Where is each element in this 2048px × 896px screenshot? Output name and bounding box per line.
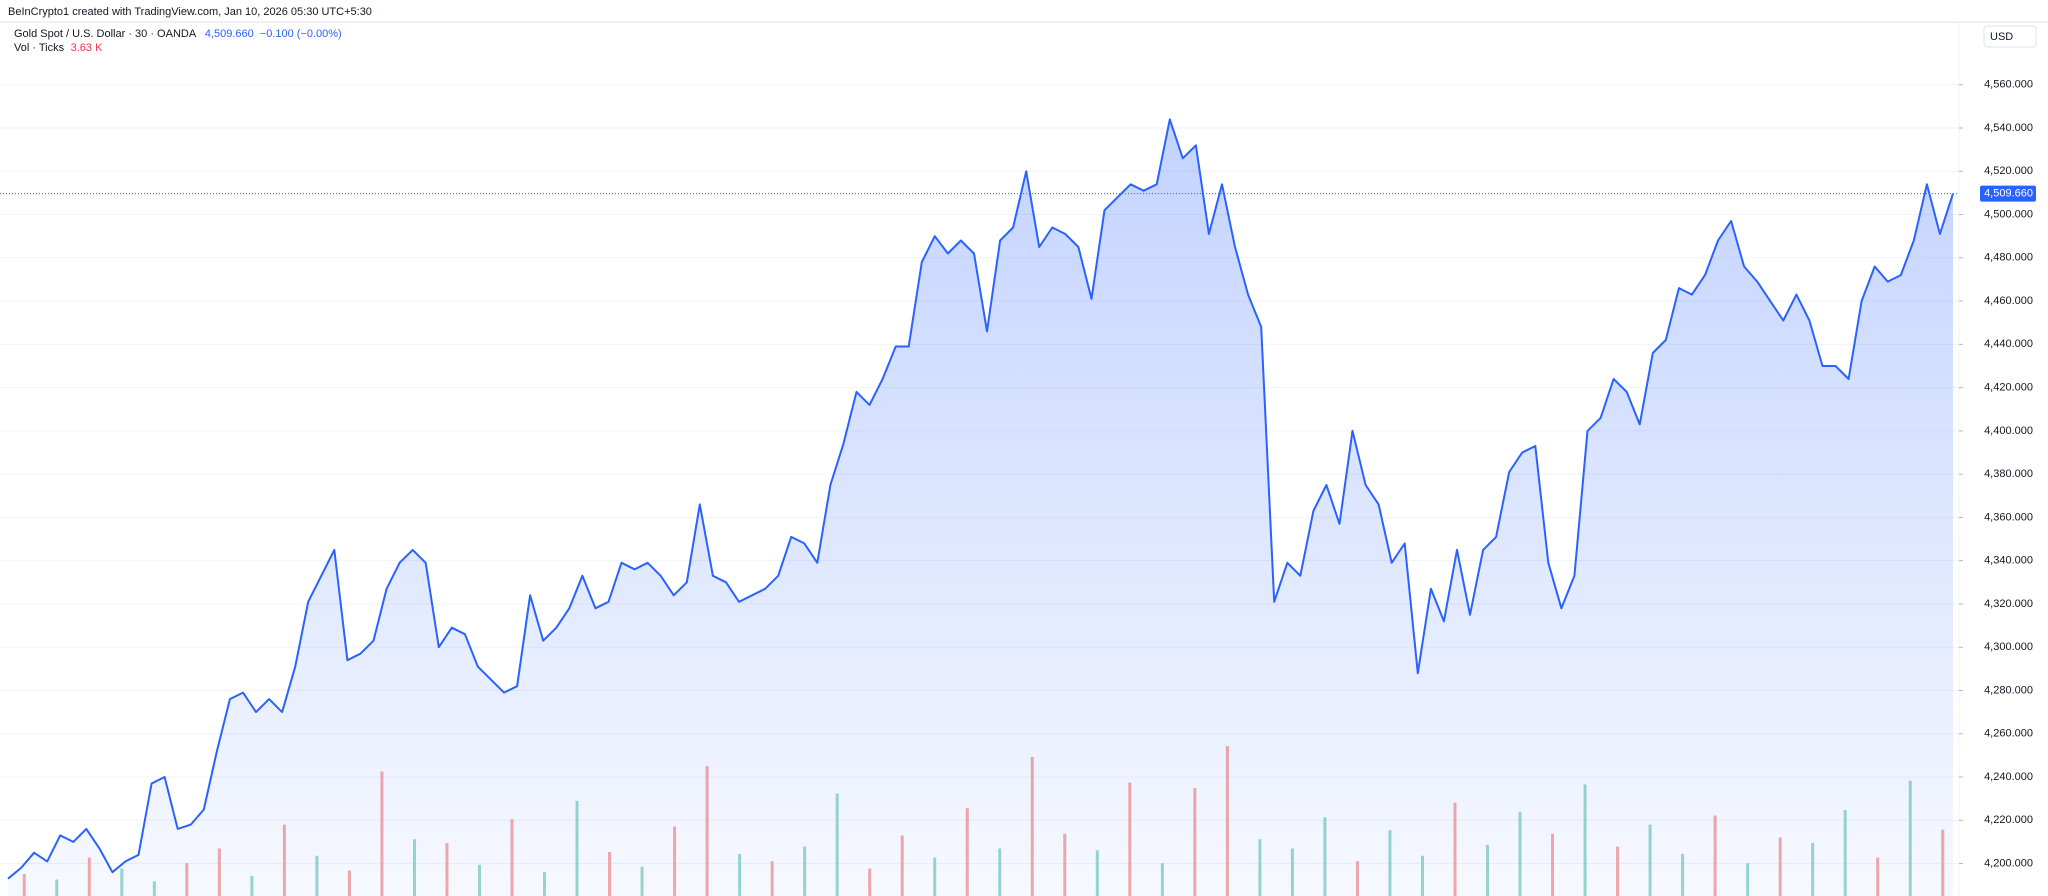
- last-price-label: 4,509.660: [1984, 188, 2033, 200]
- quote-change: −0.100 (−0.00%): [260, 28, 342, 40]
- currency[interactable]: USD: [1990, 31, 2013, 43]
- y-tick-label: 4,240.000: [1984, 771, 2033, 783]
- price-line: [7, 118, 1954, 880]
- y-tick-label: 4,300.000: [1984, 641, 2033, 653]
- y-tick-label: 4,540.000: [1984, 122, 2033, 134]
- y-tick-label: 4,400.000: [1984, 425, 2033, 437]
- y-tick-label: 4,380.000: [1984, 468, 2033, 480]
- y-tick-label: 4,320.000: [1984, 598, 2033, 610]
- volume-name: Vol · Ticks: [14, 42, 65, 54]
- y-tick-label: 4,280.000: [1984, 684, 2033, 696]
- price: 4,509.660: [0, 118, 2036, 896]
- price-area: [8, 119, 1953, 896]
- quote-price: 4,509.660: [205, 28, 254, 40]
- y-tick-label: 4,200.000: [1984, 857, 2033, 869]
- chart-title: BeInCrypto1 created with TradingView.com…: [8, 6, 372, 18]
- y-tick-label: 4,560.000: [1984, 79, 2033, 91]
- y-tick-label: 4,440.000: [1984, 338, 2033, 350]
- y-tick-label: 4,340.000: [1984, 555, 2033, 567]
- y-tick-label: 4,420.000: [1984, 382, 2033, 394]
- currency-button[interactable]: [1983, 25, 2037, 48]
- y-tick-label: 4,220.000: [1984, 814, 2033, 826]
- last-price-box: [1980, 185, 2036, 202]
- y-tick-label: 4,460.000: [1984, 295, 2033, 307]
- symbol: Gold Spot / U.S. Dollar · 30 · OANDA: [14, 28, 197, 40]
- volume-last: 3.63 K: [71, 42, 103, 54]
- y-tick-label: 4,480.000: [1984, 252, 2033, 264]
- y-tick-label: 4,520.000: [1984, 165, 2033, 177]
- y-tick-label: 4,500.000: [1984, 208, 2033, 220]
- y-tick-label: 4,360.000: [1984, 511, 2033, 523]
- y-tick-label: 4,260.000: [1984, 728, 2033, 740]
